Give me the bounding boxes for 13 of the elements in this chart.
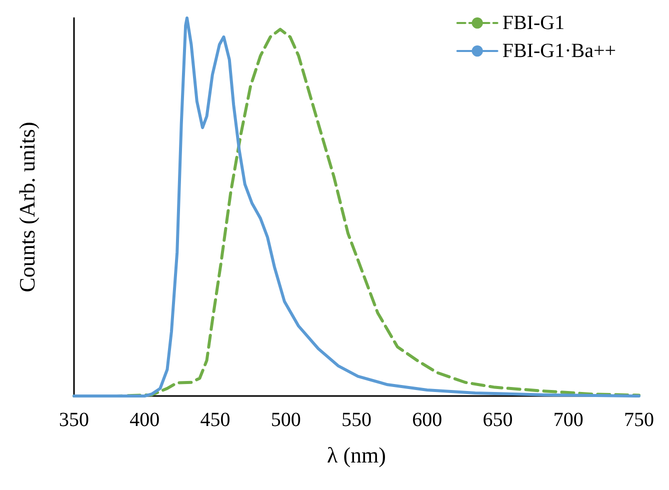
legend-label: FBI-G1·Ba++ <box>502 40 616 62</box>
x-tick-label: 450 <box>200 409 230 431</box>
y-axis-title: Counts (Arb. units) <box>14 122 40 292</box>
x-tick-label: 700 <box>553 409 584 431</box>
x-tick-label: 550 <box>342 409 372 431</box>
legend-label: FBI-G1 <box>502 12 565 34</box>
x-tick-label: 650 <box>482 409 513 431</box>
x-tick-label: 500 <box>270 409 301 431</box>
x-tick-label: 600 <box>412 409 442 431</box>
x-tick-label: 400 <box>130 409 160 431</box>
x-axis-title: λ (nm) <box>327 442 386 468</box>
x-tick-label: 750 <box>624 409 654 431</box>
x-tick-label: 350 <box>59 409 89 431</box>
